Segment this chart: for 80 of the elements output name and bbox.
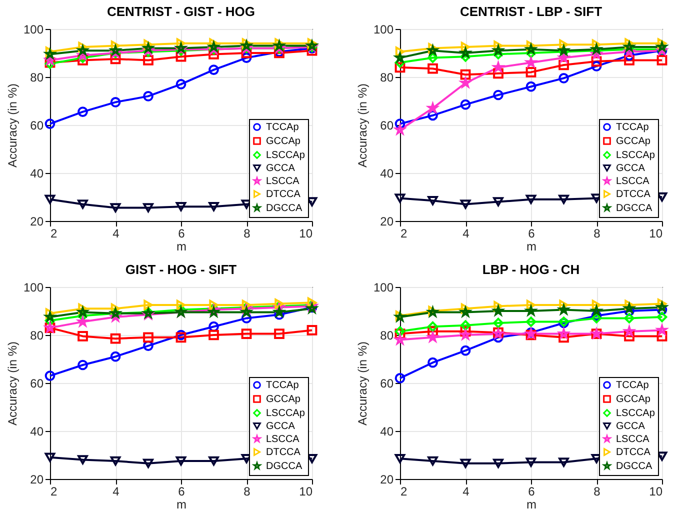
x-tick-label: 6 [178, 484, 186, 498]
legend-label: LSCCAp [266, 408, 306, 419]
x-tick-label: 8 [594, 226, 601, 240]
y-tick-label: 20 [380, 214, 394, 228]
x-tick-label: 4 [462, 484, 470, 498]
x-axis-title: m [526, 240, 536, 254]
x-tick-label: 2 [400, 226, 408, 240]
legend-label: GCCA [266, 163, 296, 174]
y-tick-label: 80 [30, 70, 44, 84]
y-tick-label: 100 [373, 22, 394, 36]
x-tick-label: 2 [50, 484, 58, 498]
legend-label: GCCAp [266, 394, 301, 405]
legend-label: GCCAp [616, 136, 651, 147]
legend-label: DGCCA [616, 461, 652, 472]
y-tick-label: 20 [380, 472, 394, 486]
legend-label: DGCCA [266, 461, 302, 472]
y-tick-label: 80 [380, 70, 394, 84]
legend-label: GCCA [616, 421, 646, 432]
chart-title: CENTRIST - LBP - SIFT [460, 4, 602, 19]
y-axis-title: Accuracy (in %) [5, 341, 20, 426]
legend-label: TCCAp [616, 122, 650, 133]
y-tick-label: 100 [373, 280, 394, 294]
legend-label: GCCAp [616, 394, 651, 405]
y-tick-label: 80 [380, 328, 394, 342]
x-tick-label: 2 [50, 226, 58, 240]
x-tick-label: 8 [244, 484, 251, 498]
x-tick-label: 2 [400, 484, 408, 498]
x-tick-label: 4 [112, 226, 120, 240]
legend-label: LSCCAp [616, 408, 656, 419]
legend-label: LSCCA [616, 434, 650, 445]
y-tick-label: 60 [380, 376, 394, 390]
legend-label: TCCAp [266, 380, 300, 391]
x-tick-label: 6 [528, 226, 536, 240]
y-axis-title: Accuracy (in %) [5, 83, 20, 168]
y-tick-label: 60 [380, 118, 394, 132]
x-tick-label: 10 [299, 484, 313, 498]
x-tick-label: 10 [649, 484, 663, 498]
y-tick-label: 20 [30, 214, 44, 228]
x-axis-title: m [176, 498, 186, 512]
legend-label: DTCCA [266, 447, 301, 458]
legend-label: GCCA [616, 163, 646, 174]
x-tick-label: 6 [178, 226, 186, 240]
legend-label: DTCCA [616, 189, 651, 200]
legend-label: GCCAp [266, 136, 301, 147]
y-axis-title: Accuracy (in %) [355, 341, 370, 426]
y-tick-label: 60 [30, 376, 44, 390]
x-tick-label: 4 [462, 226, 470, 240]
y-tick-label: 40 [380, 166, 394, 180]
legend-label: DGCCA [616, 203, 652, 214]
legend-label: DGCCA [266, 203, 302, 214]
chart-title: LBP - HOG - CH [482, 262, 580, 277]
x-tick-label: 8 [244, 226, 251, 240]
chart-title: GIST - HOG - SIFT [125, 262, 237, 277]
legend-label: LSCCA [266, 176, 300, 187]
x-axis-title: m [526, 498, 536, 512]
y-axis-title: Accuracy (in %) [355, 83, 370, 168]
x-tick-label: 6 [528, 484, 536, 498]
legend-label: LSCCAp [616, 150, 656, 161]
y-tick-label: 80 [30, 328, 44, 342]
legend-label: TCCAp [266, 122, 300, 133]
legend-label: LSCCA [266, 434, 300, 445]
legend-label: GCCA [266, 421, 296, 432]
chart-title: CENTRIST - GIST - HOG [106, 4, 256, 19]
y-tick-label: 20 [30, 472, 44, 486]
y-tick-label: 100 [23, 280, 44, 294]
y-tick-label: 40 [30, 166, 44, 180]
legend-label: DTCCA [616, 447, 651, 458]
y-tick-label: 60 [30, 118, 44, 132]
y-tick-label: 40 [380, 424, 394, 438]
legend-label: TCCAp [616, 380, 650, 391]
x-tick-label: 8 [594, 484, 601, 498]
x-tick-label: 10 [649, 226, 663, 240]
x-axis-title: m [176, 240, 186, 254]
legend-label: DTCCA [266, 189, 301, 200]
x-tick-label: 10 [299, 226, 313, 240]
x-tick-label: 4 [112, 484, 120, 498]
y-tick-label: 40 [30, 424, 44, 438]
legend-label: LSCCAp [266, 150, 306, 161]
y-tick-label: 100 [23, 22, 44, 36]
legend-label: LSCCA [616, 176, 650, 187]
